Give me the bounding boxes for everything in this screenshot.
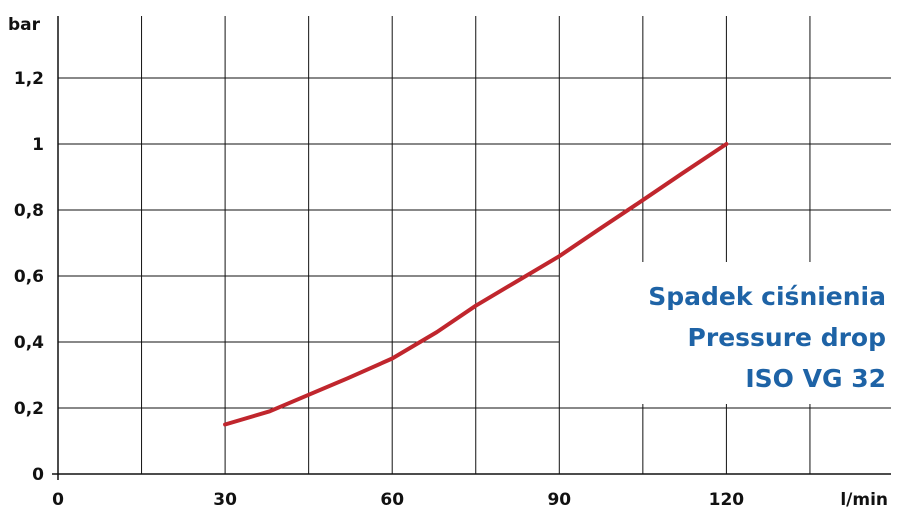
y-tick-label: 0	[32, 465, 44, 485]
label-layer: 0 0,2 0,4 0,6 0,8 1 1,2 0 30 60 90 120 bar l/min Spade…	[8, 15, 888, 510]
y-tick-label: 0,6	[14, 267, 44, 287]
chart-title-line: ISO VG 32	[745, 364, 886, 393]
pressure-drop-line	[223, 142, 729, 427]
x-tick-label: 60	[380, 490, 404, 510]
x-tick-label: 120	[709, 490, 745, 510]
x-tick-label: 30	[213, 490, 237, 510]
y-tick-label: 0,4	[14, 333, 44, 353]
grid-layer	[58, 16, 891, 474]
x-tick-label: 90	[547, 490, 571, 510]
y-tick-label: 1	[32, 135, 44, 155]
chart-title-line: Pressure drop	[688, 323, 886, 352]
y-axis-unit: bar	[8, 15, 41, 35]
series-layer	[223, 142, 729, 427]
y-tick-label: 1,2	[14, 69, 44, 89]
x-tick-label: 0	[52, 490, 64, 510]
y-tick-label: 0,8	[14, 201, 44, 221]
chart-title: Spadek ciśnienia Pressure drop ISO VG 32	[648, 282, 886, 393]
chart-title-line: Spadek ciśnienia	[648, 282, 886, 311]
axis-layer	[52, 16, 891, 480]
x-axis-unit: l/min	[840, 490, 888, 510]
y-tick-label: 0,2	[14, 399, 44, 419]
